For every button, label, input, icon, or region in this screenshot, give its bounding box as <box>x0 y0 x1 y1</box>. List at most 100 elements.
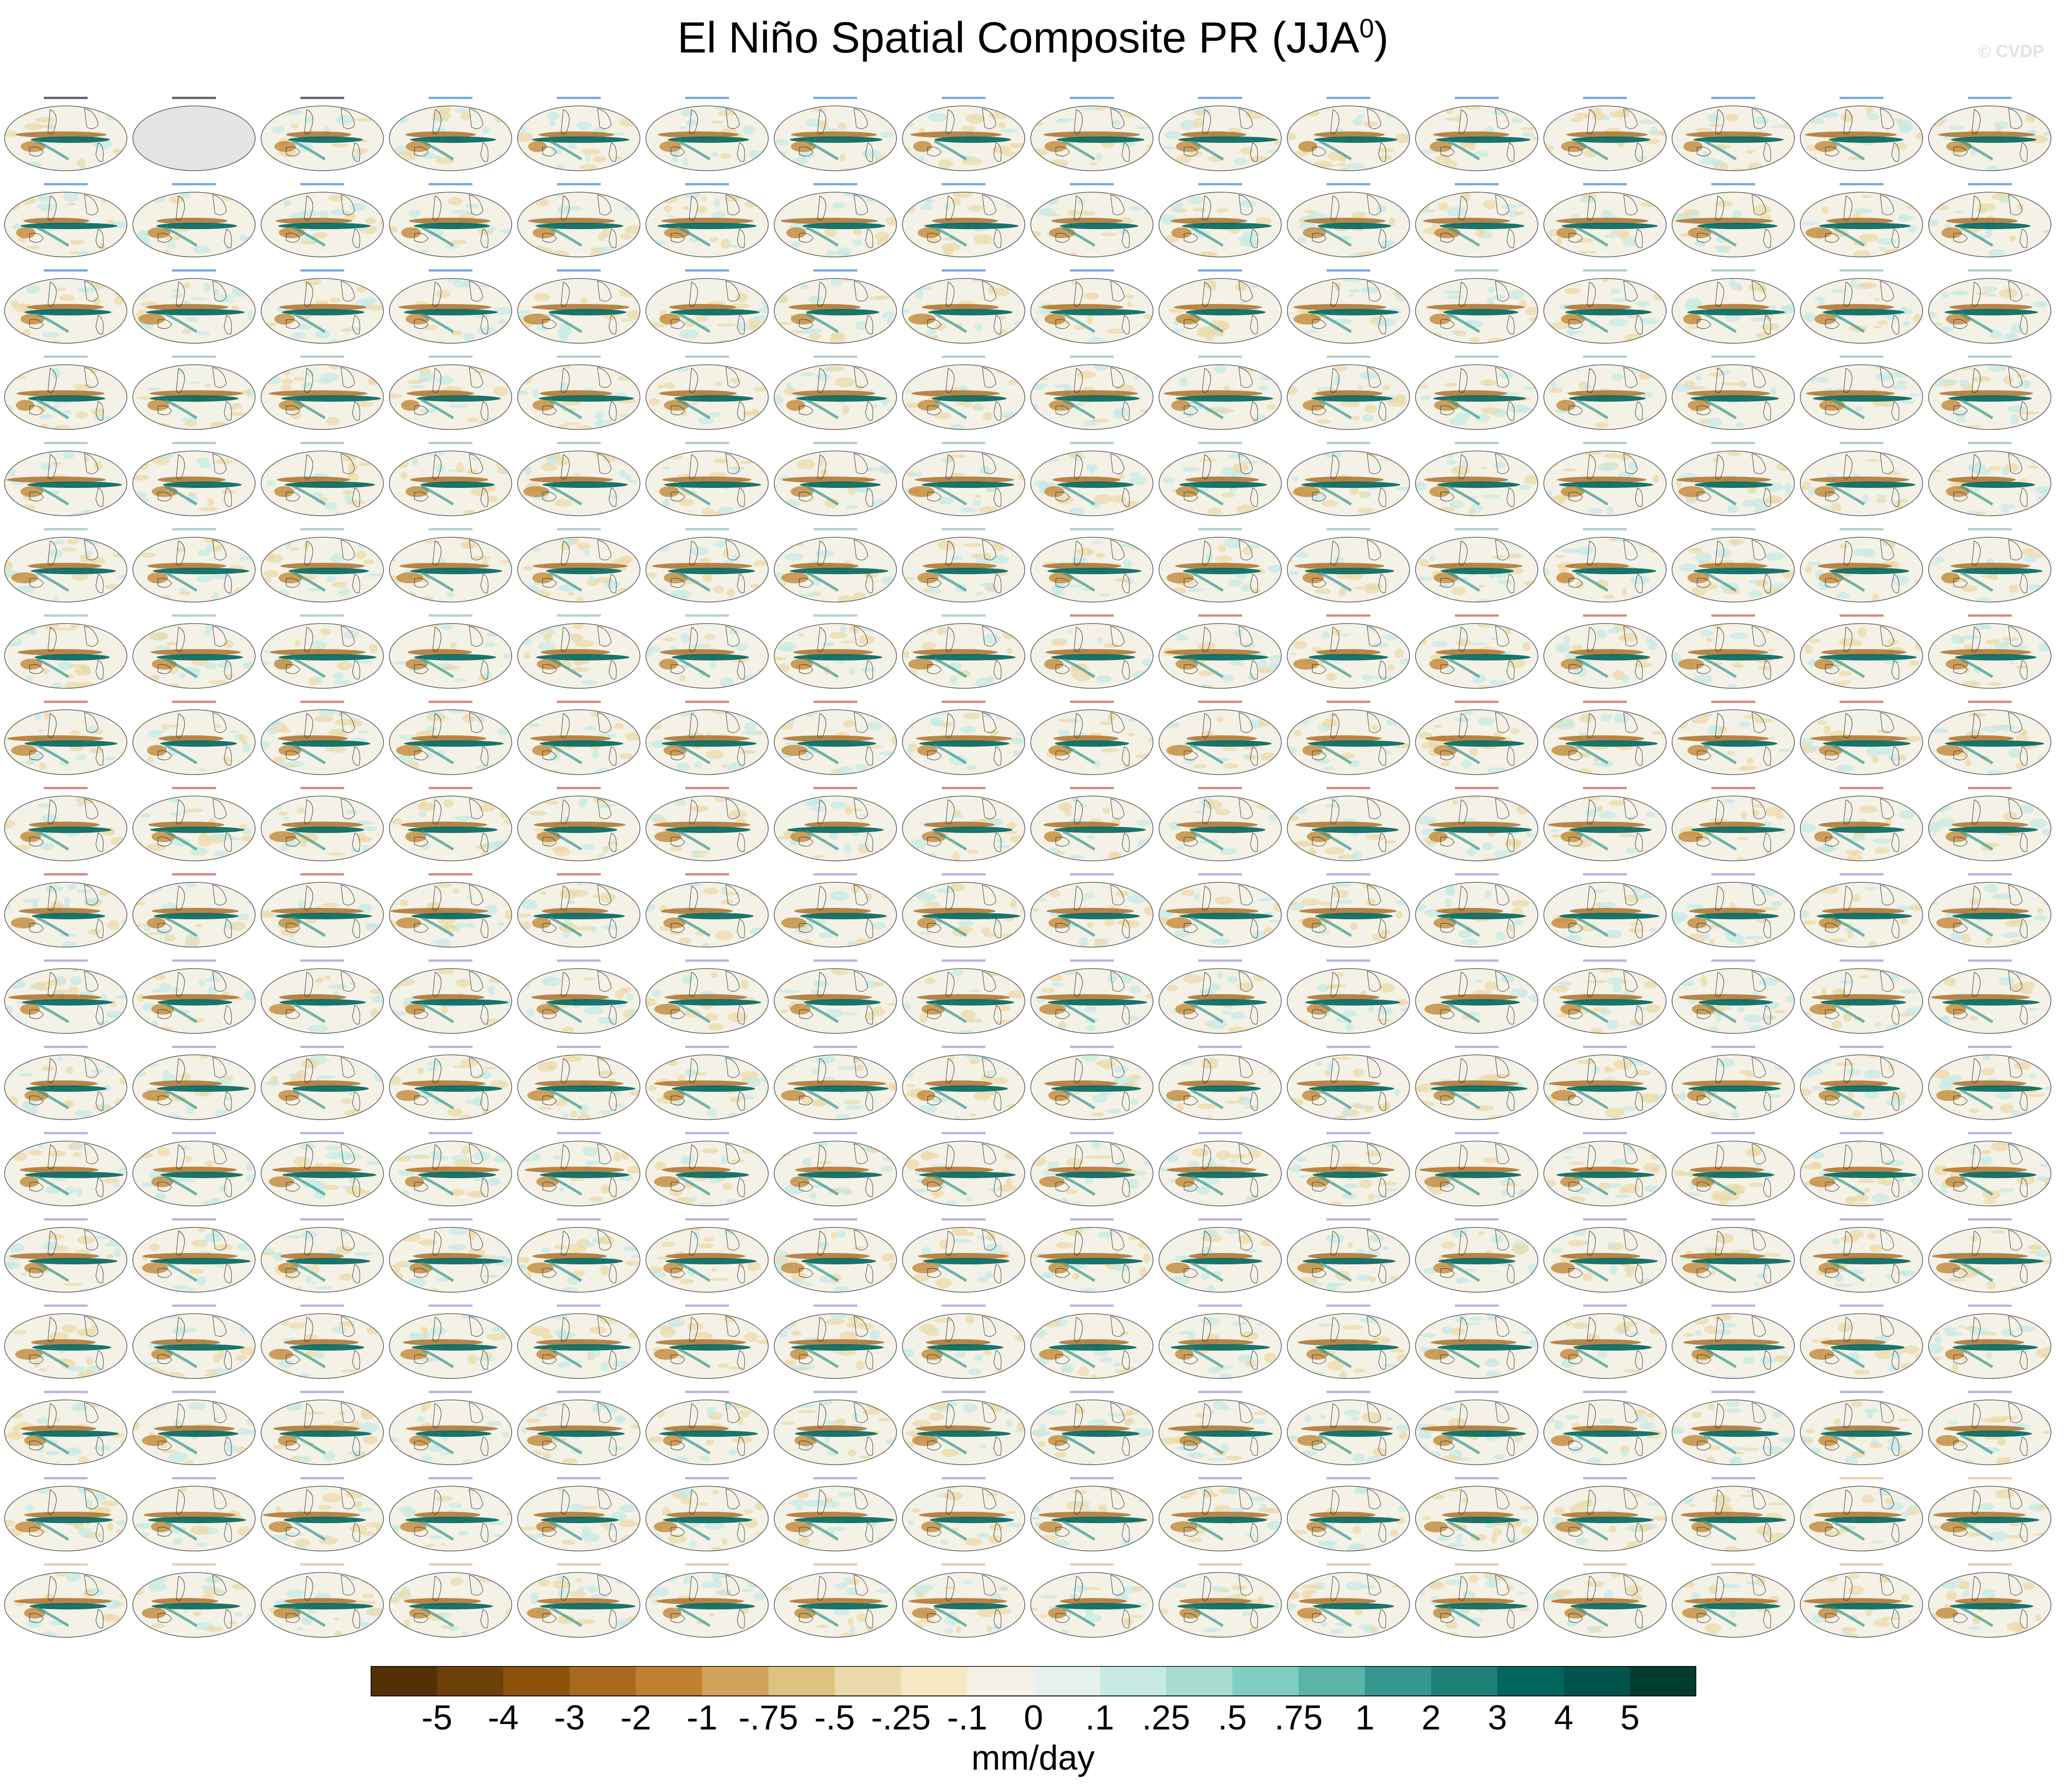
anomaly-blob <box>261 412 267 419</box>
dry-anomaly-band <box>1939 390 2034 397</box>
anomaly-blob <box>154 645 171 650</box>
dry-anomaly-band <box>149 390 243 397</box>
anomaly-blob <box>664 205 672 213</box>
anomaly-blob <box>1400 929 1409 934</box>
anomaly-blob <box>689 547 709 556</box>
anomaly-blob <box>1783 890 1794 900</box>
anomaly-blob <box>497 319 506 324</box>
anomaly-blob <box>349 203 366 211</box>
wet-streak <box>292 140 326 161</box>
dry-anomaly-patch <box>1551 917 1577 928</box>
anomaly-blob <box>399 899 409 906</box>
anomaly-blob <box>207 498 215 506</box>
map-outline <box>645 364 769 430</box>
anomaly-blob <box>21 365 36 369</box>
coastline <box>671 367 745 421</box>
anomaly-blob <box>1129 476 1147 485</box>
anomaly-blob <box>1333 128 1344 133</box>
map-panel <box>1159 269 1282 344</box>
dry-anomaly-patch <box>908 486 935 497</box>
anomaly-blob <box>1727 504 1738 513</box>
anomaly-blob <box>26 246 41 249</box>
anomaly-blob <box>917 892 937 902</box>
dry-anomaly-patch <box>1429 659 1449 670</box>
anomaly-blob <box>1351 211 1367 219</box>
dry-anomaly-band <box>661 218 754 224</box>
map-outline <box>1159 105 1282 171</box>
anomaly-blob <box>134 770 142 775</box>
anomaly-blob <box>617 587 629 595</box>
panel-label-mark <box>1455 614 1499 617</box>
anomaly-blob <box>1936 818 1956 828</box>
panel-label-mark <box>1198 528 1242 530</box>
anomaly-blob <box>1546 796 1564 804</box>
anomaly-blob <box>2018 478 2028 482</box>
anomaly-blob <box>1187 588 1205 592</box>
anomaly-blob <box>249 209 255 218</box>
anomaly-blob <box>1714 366 1723 370</box>
anomaly-blob <box>1395 900 1409 905</box>
anomaly-blob <box>745 200 759 208</box>
anomaly-blob <box>1258 659 1268 669</box>
anomaly-blob <box>1387 451 1405 460</box>
anomaly-blob <box>266 480 276 486</box>
anomaly-blob <box>1462 192 1471 201</box>
anomaly-blob <box>612 132 625 136</box>
anomaly-blob <box>1800 251 1810 254</box>
anomaly-blob <box>1876 497 1888 503</box>
anomaly-blob <box>1096 675 1112 682</box>
map-panel <box>774 269 897 344</box>
map-outline <box>1287 192 1410 257</box>
anomaly-blob <box>1891 385 1908 390</box>
anomaly-blob <box>518 278 529 284</box>
anomaly-blob <box>488 195 504 199</box>
anomaly-blob <box>493 365 506 370</box>
anomaly-blob <box>401 280 413 285</box>
map-panel <box>1928 614 2051 689</box>
anomaly-blob <box>1179 798 1194 803</box>
anomaly-blob <box>167 241 176 250</box>
anomaly-blob <box>1162 195 1175 200</box>
anomaly-blob <box>824 227 837 237</box>
anomaly-blob <box>1031 231 1042 238</box>
anomaly-blob <box>843 720 855 728</box>
anomaly-blob <box>1159 458 1173 468</box>
wet-streak <box>1575 226 1609 247</box>
wet-anomaly-band <box>1436 136 1531 143</box>
anomaly-blob <box>1851 836 1865 842</box>
anomaly-blob <box>551 146 562 154</box>
map-panel <box>1030 356 1154 430</box>
coastline <box>671 453 745 507</box>
anomaly-blob <box>5 980 26 989</box>
anomaly-blob <box>1264 110 1281 118</box>
panel-label-mark <box>1070 97 1114 99</box>
anomaly-blob <box>361 297 377 304</box>
wet-anomaly-band <box>800 482 881 488</box>
anomaly-blob <box>558 424 569 429</box>
anomaly-blob <box>1511 117 1523 124</box>
anomaly-blob <box>133 241 152 251</box>
dry-anomaly-band <box>658 131 739 138</box>
anomaly-blob <box>1555 555 1566 558</box>
anomaly-blob <box>176 547 186 552</box>
wet-anomaly-band <box>1575 654 1651 660</box>
map-panel <box>132 614 256 689</box>
coastline <box>29 453 104 507</box>
coastline <box>414 453 488 507</box>
anomaly-blob <box>1551 829 1559 833</box>
dry-anomaly-patch <box>1302 917 1322 928</box>
anomaly-blob <box>1544 144 1554 153</box>
dry-anomaly-patch <box>1429 141 1452 152</box>
anomaly-blob <box>367 573 383 577</box>
dry-anomaly-band <box>781 218 878 224</box>
panel-label-mark <box>1327 701 1370 703</box>
anomaly-blob <box>1188 196 1204 205</box>
wet-streak <box>1831 226 1865 247</box>
anomaly-blob <box>1003 855 1013 861</box>
anomaly-blob <box>631 501 640 510</box>
anomaly-blob <box>1416 539 1421 544</box>
anomaly-blob <box>332 582 348 588</box>
anomaly-blob <box>2002 508 2009 513</box>
anomaly-blob <box>1471 642 1489 645</box>
map-outline <box>261 278 384 344</box>
